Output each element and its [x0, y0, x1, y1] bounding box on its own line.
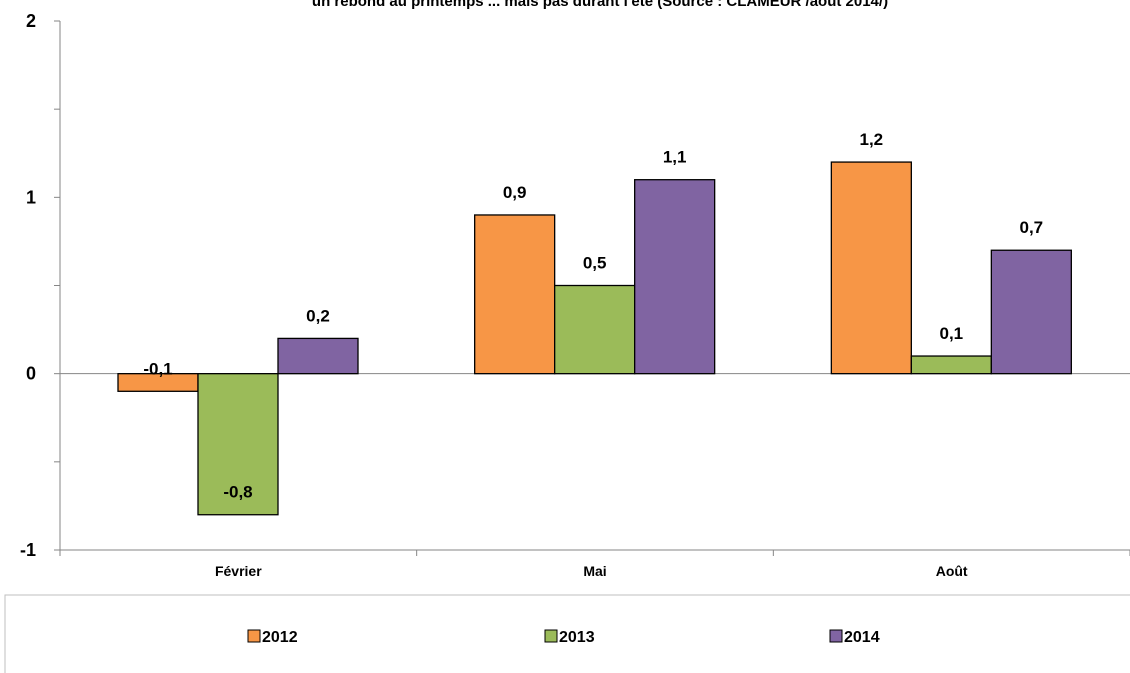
x-category-label: Février — [215, 563, 262, 579]
y-tick-label: -1 — [20, 540, 36, 560]
data-label: 0,9 — [503, 183, 527, 202]
bar-2014-2 — [990, 249, 1072, 375]
bar-2013-2 — [910, 355, 992, 375]
bar-2014-0 — [277, 337, 359, 375]
data-label: 0,7 — [1020, 218, 1044, 237]
data-label: 0,1 — [940, 324, 964, 343]
data-label: 0,2 — [306, 306, 330, 325]
legend-box — [4, 594, 1130, 673]
bars — [117, 161, 1072, 516]
legend: 2012 2013 2014 — [4, 594, 1130, 673]
data-label: 0,5 — [583, 254, 607, 273]
data-label: 1,2 — [860, 130, 884, 149]
bar-2012-1 — [474, 214, 556, 375]
data-label: -0,1 — [143, 359, 172, 378]
legend-label-2013: 2013 — [559, 629, 595, 646]
data-label: 1,1 — [663, 148, 687, 167]
y-tick-label: 1 — [26, 187, 36, 207]
bar-2012-2 — [830, 161, 912, 375]
legend-label-2014: 2014 — [844, 629, 880, 646]
data-label: -0,8 — [223, 483, 252, 502]
x-category-label: Août — [936, 563, 968, 579]
y-tick-label: 2 — [26, 11, 36, 31]
legend-swatch-2014 — [829, 629, 843, 643]
bar-2014-1 — [634, 179, 716, 375]
y-tick-label: 0 — [26, 364, 36, 384]
legend-swatch-2012 — [247, 629, 261, 643]
legend-swatch-2013 — [544, 629, 558, 643]
x-category-label: Mai — [583, 563, 606, 579]
bar-2013-0 — [197, 373, 279, 516]
bar-2013-1 — [554, 284, 636, 375]
legend-label-2012: 2012 — [262, 629, 298, 646]
chart-title: un rebond au printemps ... mais pas dura… — [312, 0, 888, 10]
data-labels: -0,1 -0,8 0,2 0,9 0,5 1,1 1,2 0,1 0,7 — [143, 130, 1043, 502]
